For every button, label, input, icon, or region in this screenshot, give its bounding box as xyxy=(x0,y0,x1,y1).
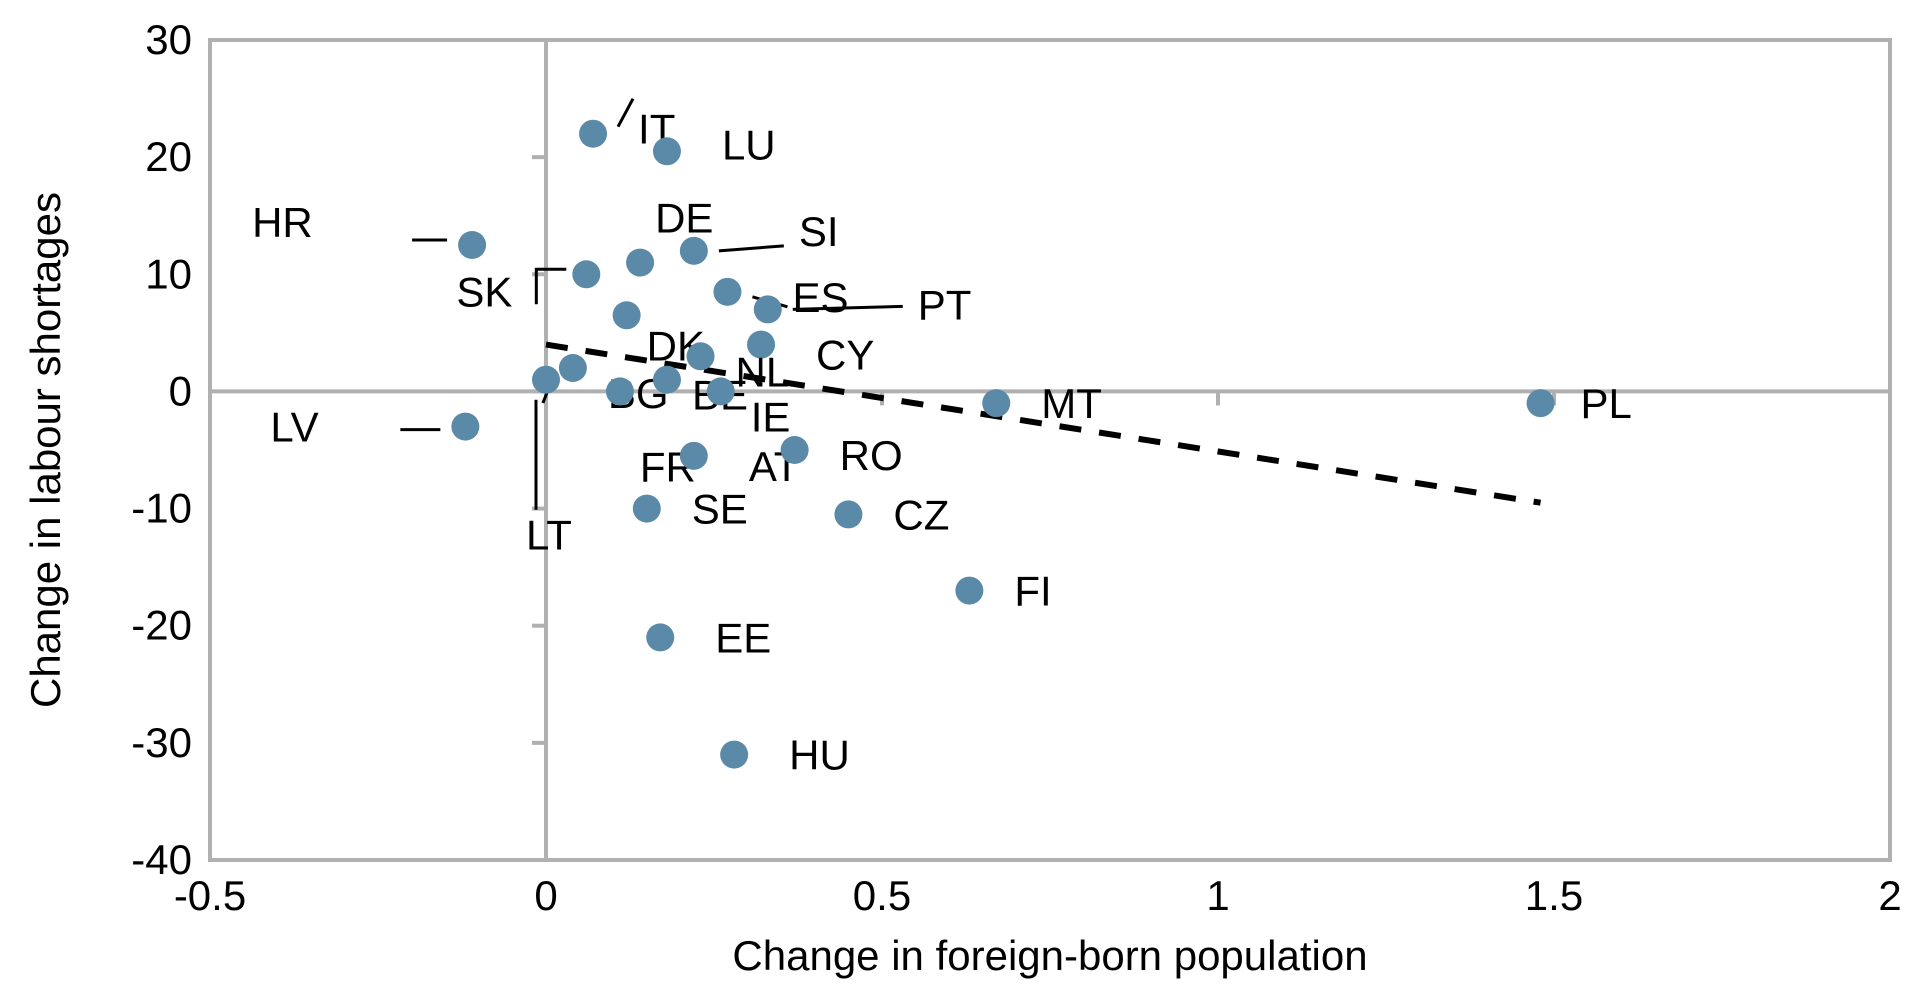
x-tick-label: 0.5 xyxy=(853,872,911,919)
point-label: LV xyxy=(270,404,318,451)
y-tick-label: 10 xyxy=(145,250,192,297)
point-label: LT xyxy=(526,512,572,559)
data-point xyxy=(458,231,486,259)
x-tick-label: 1.5 xyxy=(1525,872,1583,919)
point-label: CZ xyxy=(893,491,949,538)
data-point xyxy=(653,366,681,394)
y-tick-label: -20 xyxy=(131,602,192,649)
plot-frame xyxy=(210,40,1890,860)
x-tick-label: 2 xyxy=(1878,872,1901,919)
scatter-chart: -40-30-20-100102030-0.500.511.52ITLUHRSK… xyxy=(0,0,1928,998)
y-axis-title: Change in labour shortages xyxy=(22,192,69,708)
data-point xyxy=(982,389,1010,417)
x-axis-title: Change in foreign-born population xyxy=(732,932,1367,979)
data-point xyxy=(579,120,607,148)
point-label: ES xyxy=(792,274,848,321)
data-point xyxy=(653,137,681,165)
x-tick-label: -0.5 xyxy=(174,872,246,919)
point-label: DE xyxy=(655,195,713,242)
point-label: IE xyxy=(751,393,791,440)
point-label: FI xyxy=(1014,568,1051,615)
data-point xyxy=(1527,389,1555,417)
data-point xyxy=(451,413,479,441)
data-point xyxy=(633,495,661,523)
data-point xyxy=(559,354,587,382)
data-point xyxy=(626,249,654,277)
point-label: HR xyxy=(252,199,313,246)
data-point xyxy=(680,237,708,265)
x-tick-label: 0 xyxy=(534,872,557,919)
point-label: RO xyxy=(840,432,903,479)
data-point xyxy=(606,377,634,405)
data-point xyxy=(532,366,560,394)
data-point xyxy=(613,301,641,329)
x-tick-label: 1 xyxy=(1206,872,1229,919)
point-label: MT xyxy=(1041,380,1102,427)
point-label: SE xyxy=(692,486,748,533)
point-label: HU xyxy=(789,732,850,779)
point-label: LU xyxy=(722,121,776,168)
y-tick-label: 30 xyxy=(145,16,192,63)
data-point xyxy=(707,377,735,405)
data-point xyxy=(955,577,983,605)
y-tick-label: -10 xyxy=(131,485,192,532)
leader-line xyxy=(618,99,633,127)
point-label: PT xyxy=(918,281,972,328)
point-label: EE xyxy=(715,614,771,661)
chart-svg: -40-30-20-100102030-0.500.511.52ITLUHRSK… xyxy=(0,0,1928,998)
data-point xyxy=(646,623,674,651)
leader-line xyxy=(719,246,784,251)
data-point xyxy=(572,260,600,288)
point-label: PL xyxy=(1581,380,1632,427)
point-label: CY xyxy=(816,332,874,379)
data-point xyxy=(720,741,748,769)
y-tick-label: -30 xyxy=(131,719,192,766)
data-point xyxy=(713,278,741,306)
y-tick-label: 20 xyxy=(145,133,192,180)
data-point xyxy=(781,436,809,464)
point-label: SK xyxy=(456,268,512,315)
data-point xyxy=(834,500,862,528)
data-point xyxy=(687,342,715,370)
data-point xyxy=(680,442,708,470)
point-label: SI xyxy=(799,208,839,255)
y-tick-label: 0 xyxy=(169,367,192,414)
data-point xyxy=(754,295,782,323)
